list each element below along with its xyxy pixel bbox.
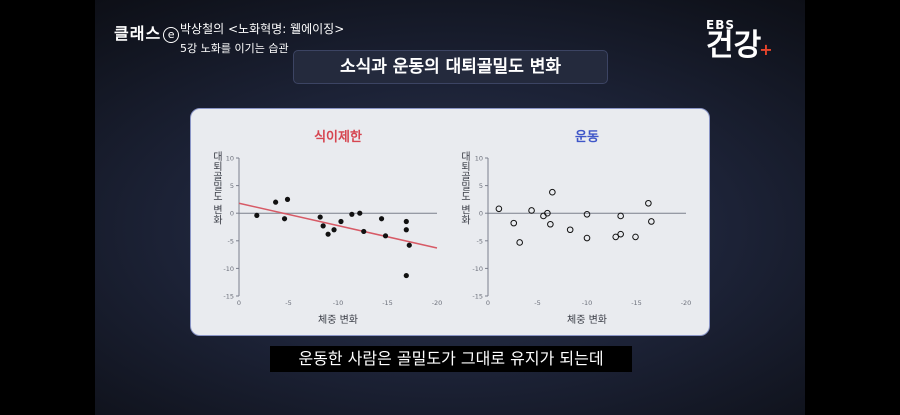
restriction-x-tick-label: -20: [432, 299, 443, 307]
letterbox-left: [0, 0, 95, 415]
restriction-data-point: [378, 216, 385, 222]
restriction-x-tick-label: -15: [382, 299, 393, 307]
exercise-data-point: [516, 239, 523, 246]
channel-logo-name: 건강: [706, 28, 762, 63]
exercise-y-tick-label: -10: [472, 265, 483, 273]
restriction-data-point: [331, 227, 337, 233]
exercise-x-tick-label: -15: [631, 299, 642, 307]
exercise-data-point: [632, 233, 639, 241]
restriction-data-point: [403, 272, 409, 279]
restriction-x-axis-label: 체중 변화: [318, 314, 358, 326]
exercise-data-point: [540, 212, 547, 220]
restriction-y-tick-label: -10: [223, 265, 234, 273]
exercise-data-point: [583, 211, 591, 218]
exercise-y-axis-label: 대퇴골밀도 변화: [459, 151, 471, 225]
exercise-y-tick-label: -15: [472, 293, 483, 301]
restriction-data-point: [320, 223, 326, 229]
program-episode: 5강 노화를 이기는 습관: [180, 42, 289, 55]
restriction-y-tick-label: 10: [226, 155, 234, 163]
exercise-x-tick-label: 0: [486, 299, 490, 307]
slide-title: 소식과 운동의 대퇴골밀도 변화: [293, 50, 608, 84]
restriction-x-tick-label: -5: [285, 299, 291, 307]
restriction-chart-title: 식이제한: [314, 129, 362, 145]
restriction-data-point: [382, 233, 389, 239]
exercise-data-point: [645, 199, 652, 207]
exercise-data-point: [544, 209, 551, 217]
restriction-data-point: [361, 228, 367, 235]
restriction-data-point: [403, 218, 409, 225]
program-logo-e-icon: e: [163, 26, 180, 43]
restriction-data-point: [338, 218, 344, 225]
program-header: 클래스 e 박상철의 <노화혁명: 웰에이징> 5강 노화를 이기는 습관: [114, 20, 344, 55]
restriction-data-point: [406, 242, 412, 248]
restriction-x-tick-label: 0: [237, 299, 241, 307]
exercise-y-tick-label: 5: [479, 182, 483, 190]
exercise-x-tick-label: -5: [534, 299, 540, 307]
channel-logo-top: EBS: [706, 18, 735, 32]
channel-plus-icon: +: [759, 40, 773, 59]
exercise-data-point: [648, 218, 655, 225]
caption: 운동한 사람은 골밀도가 그대로 유지가 되는데: [270, 346, 632, 372]
channel-logo: EBS 건강+: [706, 18, 773, 64]
exercise-chart-title: 운동: [575, 130, 599, 145]
exercise-data-point: [566, 226, 574, 234]
restriction-y-tick-label: 0: [230, 210, 234, 218]
exercise-data-point: [495, 205, 503, 213]
restriction-data-point: [254, 212, 260, 219]
restriction-data-point: [325, 231, 331, 237]
exercise-x-axis-label: 체중 변화: [567, 314, 607, 326]
exercise-y-tick-label: 0: [479, 210, 483, 218]
exercise-data-point: [617, 230, 624, 238]
restriction-data-point: [403, 227, 409, 233]
program-logo: 클래스: [114, 24, 162, 43]
restriction-y-axis-label: 대퇴골밀도 변화: [211, 151, 223, 225]
exercise-y-tick-label: -5: [477, 237, 483, 245]
exercise-data-point: [583, 234, 591, 242]
restriction-y-tick-label: 5: [230, 182, 234, 190]
restriction-data-point: [357, 210, 363, 216]
exercise-y-tick-label: 10: [475, 155, 483, 163]
restriction-data-point: [273, 199, 279, 205]
restriction-y-tick-label: -15: [223, 293, 234, 301]
restriction-data-point: [349, 211, 355, 217]
exercise-data-point: [612, 233, 620, 241]
exercise-data-point: [510, 219, 518, 227]
exercise-x-tick-label: -20: [681, 299, 692, 307]
restriction-trend-line: [238, 202, 438, 249]
letterbox-right: [805, 0, 900, 415]
exercise-data-point: [528, 207, 535, 214]
restriction-data-point: [317, 214, 323, 220]
exercise-data-point: [617, 212, 624, 220]
channel-logo-main: 건강+: [706, 31, 773, 64]
restriction-data-point: [284, 196, 291, 202]
program-title: 박상철의 <노화혁명: 웰에이징>: [180, 22, 345, 36]
restriction-y-tick-label: -5: [228, 237, 234, 245]
exercise-data-point: [547, 220, 554, 228]
chart-panel: [190, 108, 710, 336]
restriction-data-point: [281, 216, 288, 222]
exercise-data-point: [549, 188, 556, 196]
restriction-x-tick-label: -10: [333, 299, 344, 307]
exercise-x-tick-label: -10: [582, 299, 593, 307]
